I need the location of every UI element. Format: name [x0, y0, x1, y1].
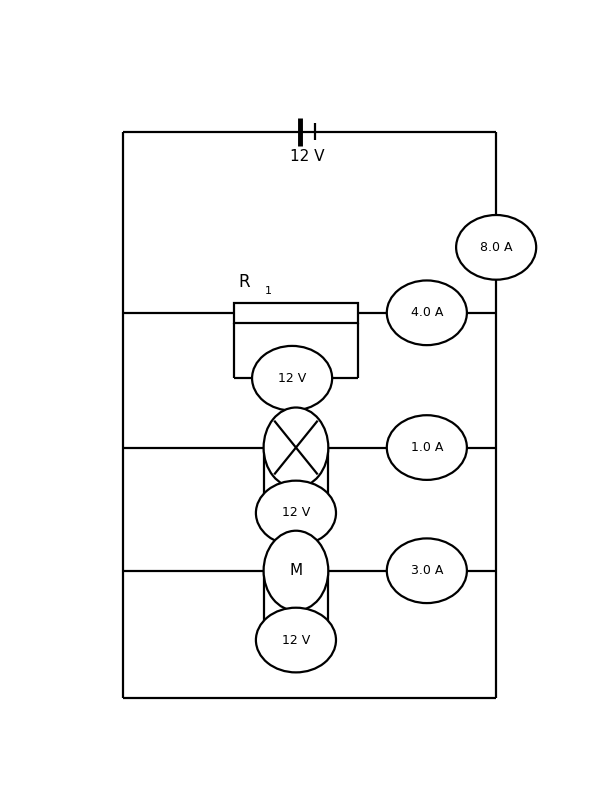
Text: 3.0 A: 3.0 A	[410, 565, 443, 578]
Ellipse shape	[256, 608, 336, 672]
Ellipse shape	[456, 215, 536, 279]
Text: 12 V: 12 V	[278, 372, 306, 385]
Text: 12 V: 12 V	[282, 633, 310, 646]
Ellipse shape	[263, 531, 328, 611]
Text: 8.0 A: 8.0 A	[480, 241, 512, 254]
Text: 12 V: 12 V	[290, 149, 325, 164]
Text: R: R	[238, 273, 250, 292]
Ellipse shape	[256, 480, 336, 545]
Ellipse shape	[252, 346, 332, 411]
Text: 1.0 A: 1.0 A	[410, 441, 443, 454]
Text: 1: 1	[265, 286, 272, 296]
Ellipse shape	[387, 280, 467, 345]
Text: M: M	[289, 563, 302, 578]
Ellipse shape	[387, 416, 467, 480]
Text: 4.0 A: 4.0 A	[410, 306, 443, 319]
Text: 12 V: 12 V	[282, 506, 310, 519]
Ellipse shape	[387, 539, 467, 603]
Ellipse shape	[263, 407, 328, 488]
Bar	[235, 303, 358, 323]
